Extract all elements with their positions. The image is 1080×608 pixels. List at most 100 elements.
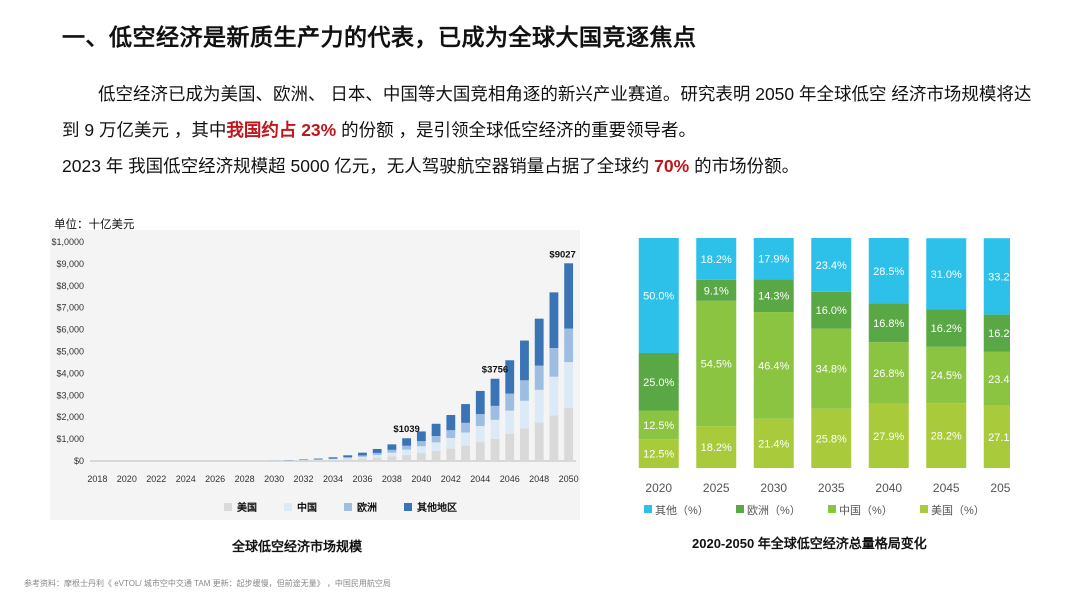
x-tick-label: 2030: [264, 474, 284, 484]
bar-segment-2043-其他地区: [461, 404, 470, 423]
segment-2050-欧洲（%）: [983, 314, 1010, 352]
x-tick-label: 2042: [441, 474, 461, 484]
x-tick-label: 2025: [703, 481, 730, 495]
x-tick-label: 2040: [411, 474, 431, 484]
bar-segment-2048-美国: [534, 422, 544, 461]
segment-label: 46.4%: [758, 360, 789, 372]
stat-text: 2023 年 我国低空经济规模超 5000 亿元，无人驾驶航空器销量占据了全球约: [62, 156, 655, 176]
share-structure-chart: 12.5% 12.5% 25.0% 50.0% 2020 18.2% 54.5% 9.1% 18…: [638, 238, 1010, 517]
bar-segment-2036-美国: [358, 458, 367, 461]
bar-segment-2047-欧洲: [520, 380, 529, 401]
segment-2040-美国（%）: [868, 403, 909, 468]
segment-label: 27.1%: [988, 432, 1010, 444]
bar-segment-2049-美国: [549, 415, 559, 461]
bar-segment-2037-其他地区: [372, 448, 382, 453]
bar-segment-2035-其他地区: [343, 455, 353, 458]
segment-2025-中国（%）: [696, 300, 737, 427]
bar-segment-2040-其他地区: [416, 431, 426, 442]
china-share-highlight: 我国约占 23%: [226, 120, 337, 140]
y-tick-label: $8,000: [56, 281, 84, 291]
segment-label: 18.2%: [701, 254, 732, 266]
segment-label: 16.8%: [873, 318, 904, 330]
bar-segment-2041-其他地区: [431, 423, 441, 437]
bar-segment-2043-美国: [461, 445, 470, 461]
bar-segment-2040-美国: [416, 453, 426, 461]
x-tick-label: 2046: [500, 474, 520, 484]
legend-swatch: [404, 503, 412, 511]
legend-label: 欧洲（%）: [747, 504, 801, 517]
bar-segment-2034-其他地区: [328, 457, 338, 459]
legend-swatch: [920, 505, 928, 513]
bar-segment-2043-欧洲: [461, 422, 470, 433]
x-tick-label: 2045: [933, 481, 960, 495]
x-tick-label: 2034: [323, 474, 343, 484]
legend-label: 美国: [237, 501, 257, 514]
x-tick-label: 2028: [235, 474, 255, 484]
bar-segment-2036-中国: [358, 456, 367, 459]
bar-segment-2039-欧洲: [402, 445, 412, 450]
bar-segment-2044-美国: [475, 442, 485, 461]
segment-2020-欧洲（%）: [638, 353, 679, 411]
x-tick-label: 2035: [818, 481, 845, 495]
bar-segment-2039-其他地区: [402, 438, 412, 446]
legend-swatch: [644, 505, 652, 513]
intro-text-end: 的份额 ，是引领全球低空经济的重要领导者。: [336, 120, 696, 140]
bar-segment-2045-中国: [490, 419, 500, 439]
segment-label: 16.2%: [988, 328, 1010, 340]
bar-segment-2050-欧洲: [564, 328, 574, 363]
bar-segment-2036-其他地区: [358, 452, 367, 456]
segment-2030-中国（%）: [753, 312, 794, 419]
bar-segment-2035-欧洲: [343, 457, 353, 459]
legend-label: 中国（%）: [839, 504, 893, 517]
segment-label: 54.5%: [701, 358, 732, 370]
segment-label: 21.4%: [758, 438, 789, 450]
bar-segment-2033-中国: [313, 459, 323, 461]
bar-segment-2034-美国: [328, 459, 338, 461]
segment-label: 33.2%: [988, 271, 1010, 283]
total-label: $3756: [482, 365, 508, 376]
bar-segment-2032-其他地区: [299, 459, 308, 460]
bar-segment-2047-其他地区: [520, 340, 529, 381]
x-tick-label: 2048: [529, 474, 549, 484]
x-tick-label: 2022: [146, 474, 166, 484]
bar-segment-2037-美国: [372, 457, 382, 461]
bar-segment-2049-其他地区: [549, 292, 559, 349]
segment-label: 25.0%: [643, 377, 674, 389]
bar-segment-2043-中国: [461, 432, 470, 446]
segment-2025-欧洲（%）: [696, 279, 737, 301]
segment-label: 14.3%: [758, 291, 789, 303]
bar-segment-2045-美国: [490, 438, 500, 461]
segment-label: 28.5%: [873, 266, 904, 278]
total-label: $9027: [549, 249, 575, 260]
bar-segment-2035-中国: [343, 458, 353, 460]
segment-2025-美国（%）: [696, 426, 737, 468]
bar-segment-2044-其他地区: [475, 390, 485, 415]
bar-segment-2038-欧洲: [387, 449, 397, 453]
bar-segment-2046-美国: [505, 433, 515, 461]
segment-label: 24.5%: [931, 370, 962, 382]
segment-2035-中国（%）: [811, 328, 852, 409]
segment-2025-其他（%）: [696, 238, 737, 280]
legend-label: 其他（%）: [655, 504, 709, 517]
segment-label: 34.8%: [816, 364, 847, 376]
y-tick-label: $3,000: [56, 390, 84, 400]
bar-segment-2042-其他地区: [446, 415, 456, 431]
x-tick-label: 2024: [176, 474, 196, 484]
bar-segment-2036-欧洲: [358, 455, 367, 457]
x-tick-label: 2018: [87, 474, 107, 484]
y-tick-label: $4,000: [56, 368, 84, 378]
bar-segment-2037-中国: [372, 454, 382, 458]
segment-2045-欧洲（%）: [926, 309, 967, 347]
x-tick-label: 2030: [760, 481, 787, 495]
y-tick-label: $0: [74, 456, 84, 466]
share-structure-caption: 2020-2050 年全球低空经济总量格局变化: [692, 536, 927, 551]
bar-segment-2050-中国: [564, 362, 574, 408]
segment-label: 23.4%: [816, 260, 847, 272]
segment-2030-其他（%）: [753, 238, 794, 280]
segment-2030-美国（%）: [753, 418, 794, 468]
bar-segment-2047-美国: [520, 428, 529, 461]
bar-segment-2050-美国: [564, 407, 574, 461]
segment-label: 18.2%: [701, 442, 732, 454]
total-label: $1039: [393, 424, 419, 435]
segment-2040-欧洲（%）: [868, 303, 909, 343]
